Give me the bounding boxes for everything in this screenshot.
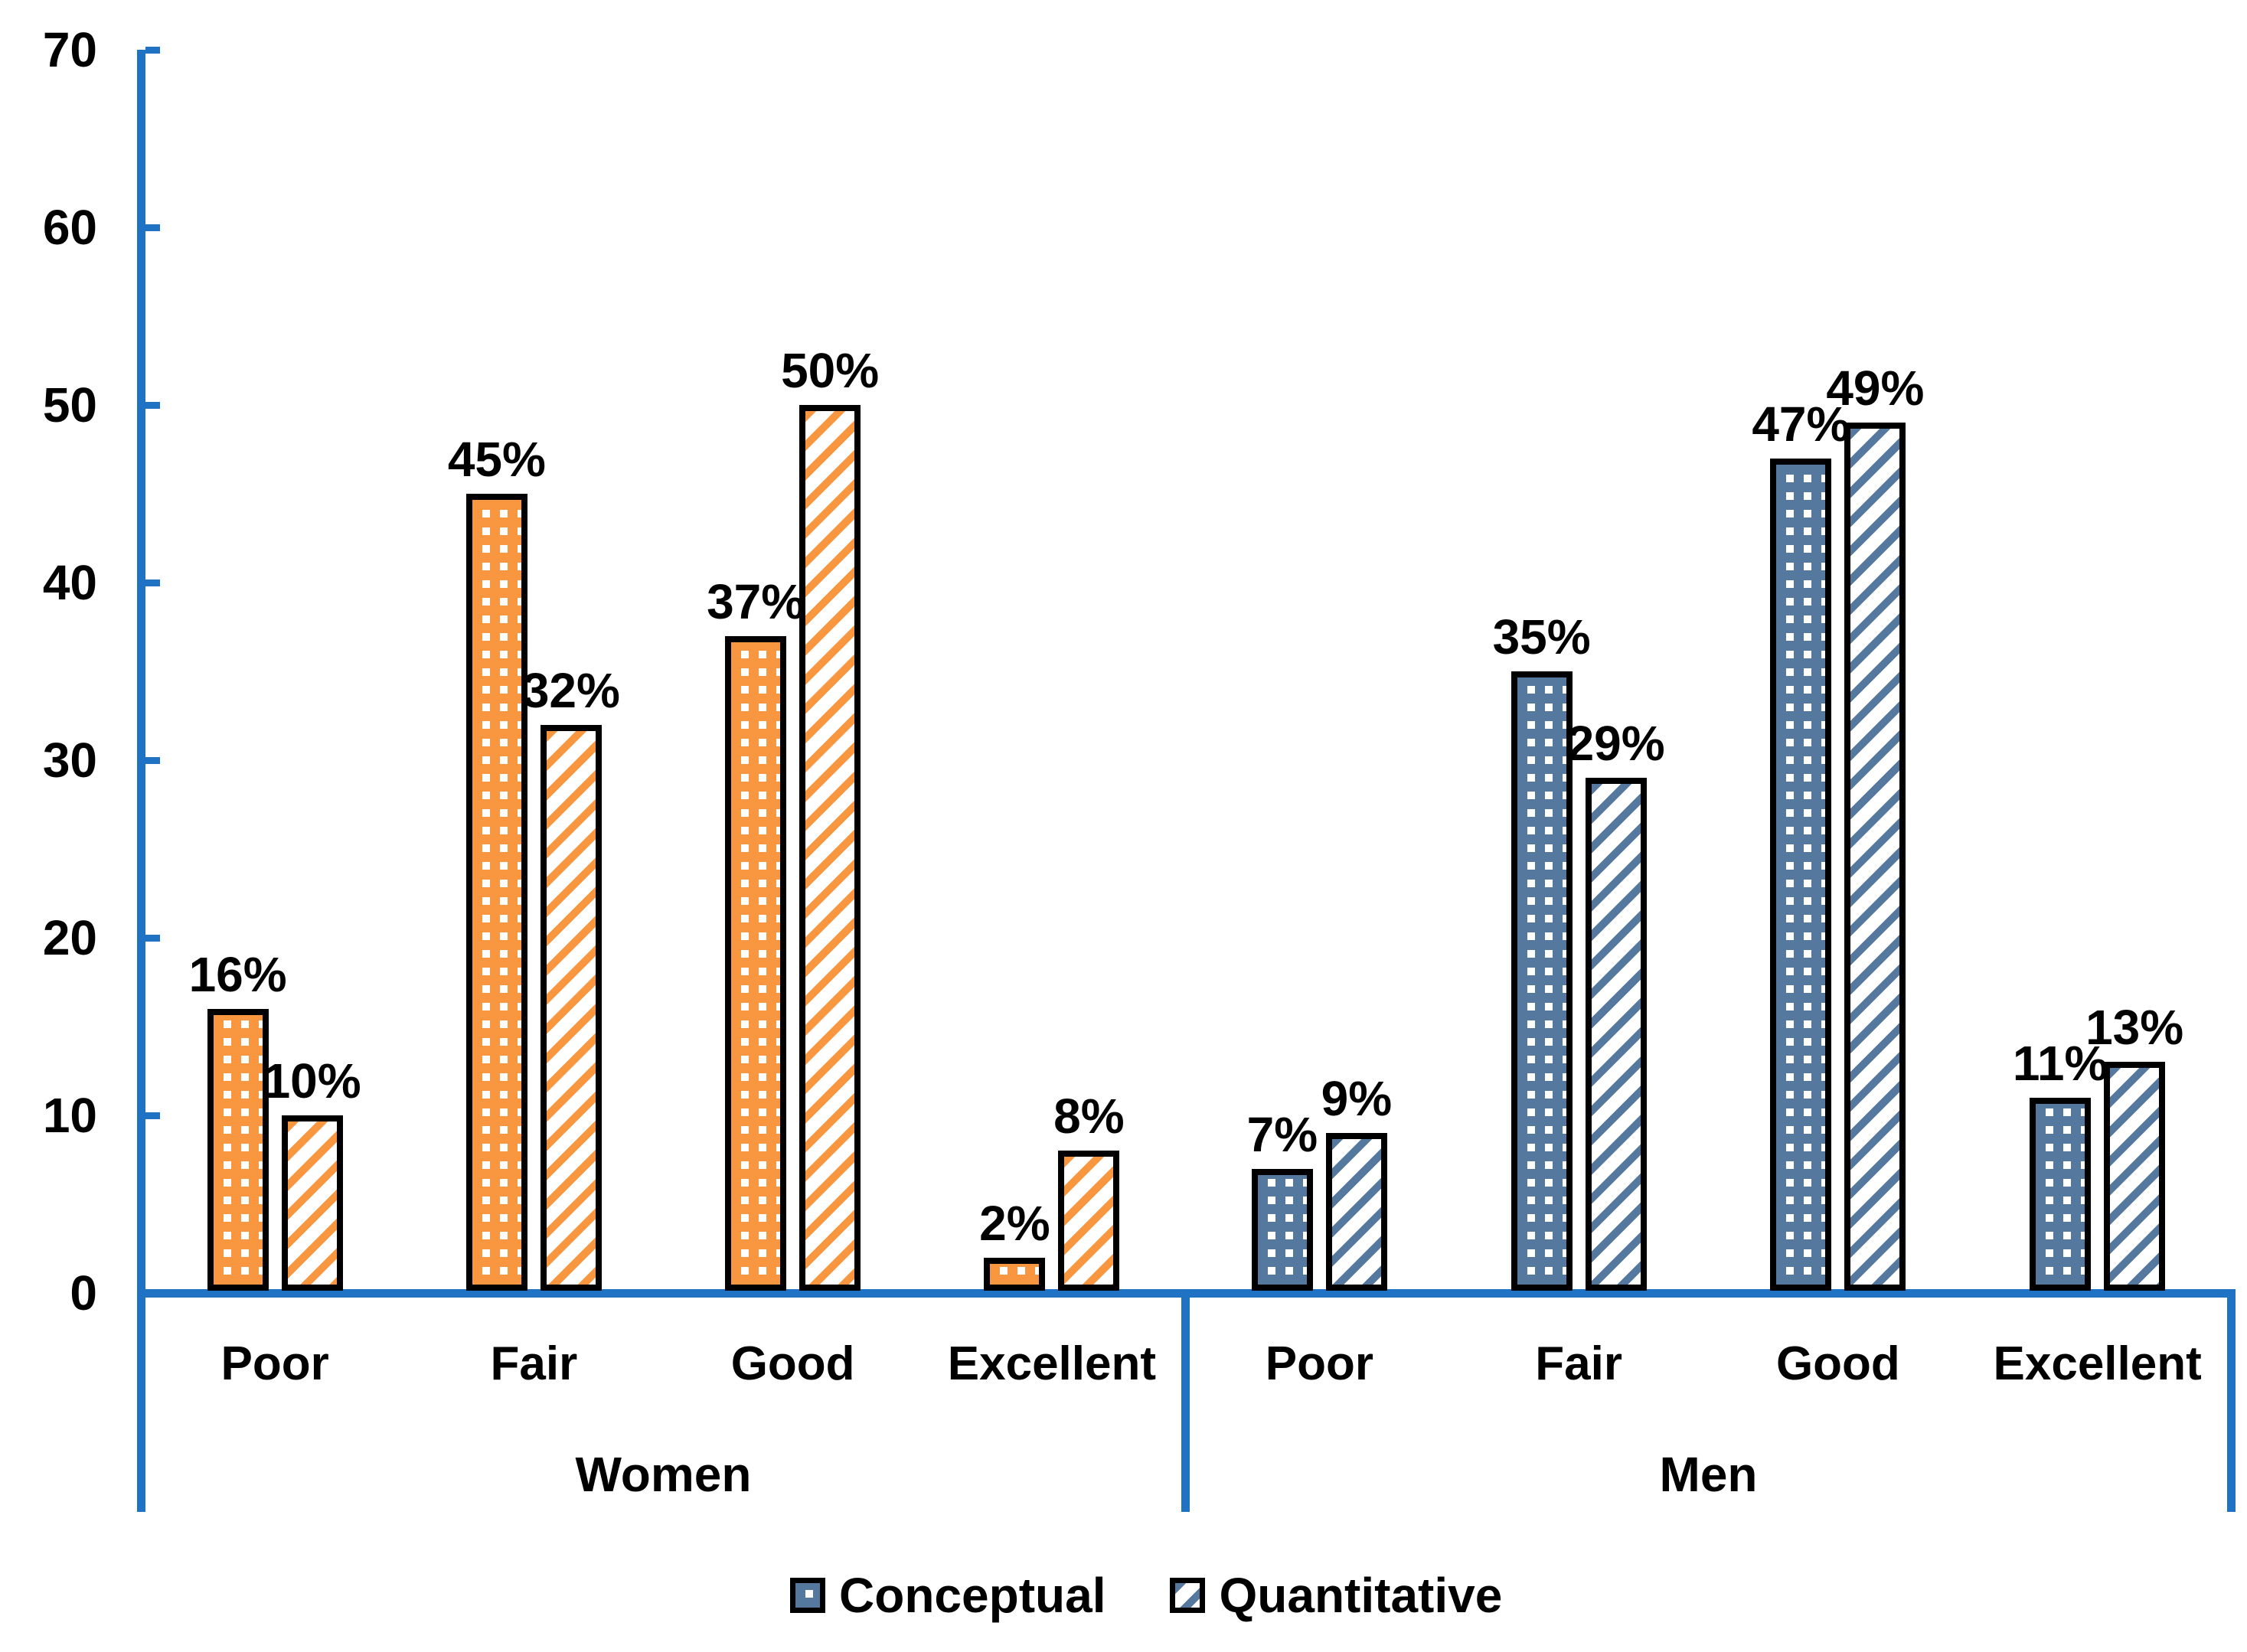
y-axis-label: 40 <box>42 555 97 610</box>
y-axis-label: 0 <box>70 1265 97 1321</box>
bar-women-good-conceptual <box>725 635 787 1291</box>
data-label: 16% <box>188 946 287 1002</box>
y-axis-label: 10 <box>42 1088 97 1143</box>
y-axis-label: 20 <box>42 910 97 965</box>
data-label: 37% <box>707 573 805 629</box>
legend-label-quantitative: Quantitative <box>1219 1568 1503 1623</box>
data-label: 32% <box>521 662 620 718</box>
bar-men-good-quantitative <box>1844 423 1906 1291</box>
legend-item-quantitative: Quantitative <box>1170 1571 1502 1620</box>
legend-label-conceptual: Conceptual <box>839 1568 1106 1623</box>
category-label-fair: Fair <box>490 1337 578 1390</box>
category-label-good: Good <box>730 1337 855 1390</box>
data-label: 2% <box>979 1195 1050 1251</box>
bar-men-excellent-conceptual <box>2030 1097 2092 1291</box>
data-label: 8% <box>1053 1089 1125 1144</box>
data-label: 11% <box>2012 1035 2108 1091</box>
data-label: 47% <box>1752 396 1850 452</box>
group-separator-line <box>2227 1298 2236 1512</box>
bar-women-excellent-quantitative <box>1058 1151 1120 1291</box>
data-label: 10% <box>263 1053 361 1108</box>
data-label: 9% <box>1321 1071 1393 1127</box>
y-axis-label: 30 <box>42 733 97 788</box>
y-axis-tick <box>145 402 160 409</box>
bar-women-excellent-conceptual <box>984 1257 1046 1291</box>
y-axis-tick <box>145 1112 160 1119</box>
bar-men-excellent-quantitative <box>2104 1062 2166 1291</box>
y-axis-tick <box>145 47 160 54</box>
x-axis-line <box>137 1289 2236 1298</box>
group-label-men: Men <box>1659 1447 1758 1502</box>
category-label-poor: Poor <box>1265 1337 1373 1390</box>
category-label-good: Good <box>1775 1337 1900 1390</box>
y-axis-label: 70 <box>42 22 97 77</box>
legend: Conceptual Quantitative <box>790 1571 1502 1620</box>
group-label-women: Women <box>575 1447 752 1502</box>
data-label: 29% <box>1566 716 1665 772</box>
legend-swatch-hatch-pattern <box>1170 1578 1206 1613</box>
y-axis-label: 50 <box>42 377 97 433</box>
legend-item-conceptual: Conceptual <box>790 1571 1106 1620</box>
bar-women-good-quantitative <box>799 405 861 1291</box>
bar-men-fair-quantitative <box>1585 778 1647 1291</box>
category-label-fair: Fair <box>1535 1337 1622 1390</box>
category-label-excellent: Excellent <box>947 1337 1156 1390</box>
category-label-poor: Poor <box>220 1337 329 1390</box>
bar-men-poor-conceptual <box>1251 1168 1313 1291</box>
data-label: 13% <box>2085 1000 2184 1056</box>
bar-women-fair-conceptual <box>465 494 527 1291</box>
y-axis-tick <box>145 757 160 764</box>
data-label: 50% <box>781 343 880 398</box>
bar-men-poor-quantitative <box>1325 1133 1387 1291</box>
data-label: 35% <box>1492 609 1591 664</box>
data-label: 7% <box>1246 1106 1318 1162</box>
category-label-excellent: Excellent <box>1993 1337 2202 1390</box>
y-axis-tick <box>145 224 160 231</box>
y-axis-tick <box>145 580 160 586</box>
bar-women-fair-quantitative <box>540 724 602 1291</box>
bar-men-fair-conceptual <box>1511 671 1573 1291</box>
bar-men-good-conceptual <box>1770 458 1832 1291</box>
bar-women-poor-conceptual <box>207 1008 269 1291</box>
group-separator-line <box>1181 1298 1190 1512</box>
y-axis-line <box>137 50 145 1512</box>
y-axis-tick <box>145 935 160 942</box>
data-label: 45% <box>447 432 546 487</box>
y-axis-label: 60 <box>42 200 97 255</box>
data-label: 49% <box>1826 361 1925 416</box>
legend-swatch-dots-pattern <box>790 1578 825 1613</box>
bar-women-poor-quantitative <box>281 1115 343 1291</box>
